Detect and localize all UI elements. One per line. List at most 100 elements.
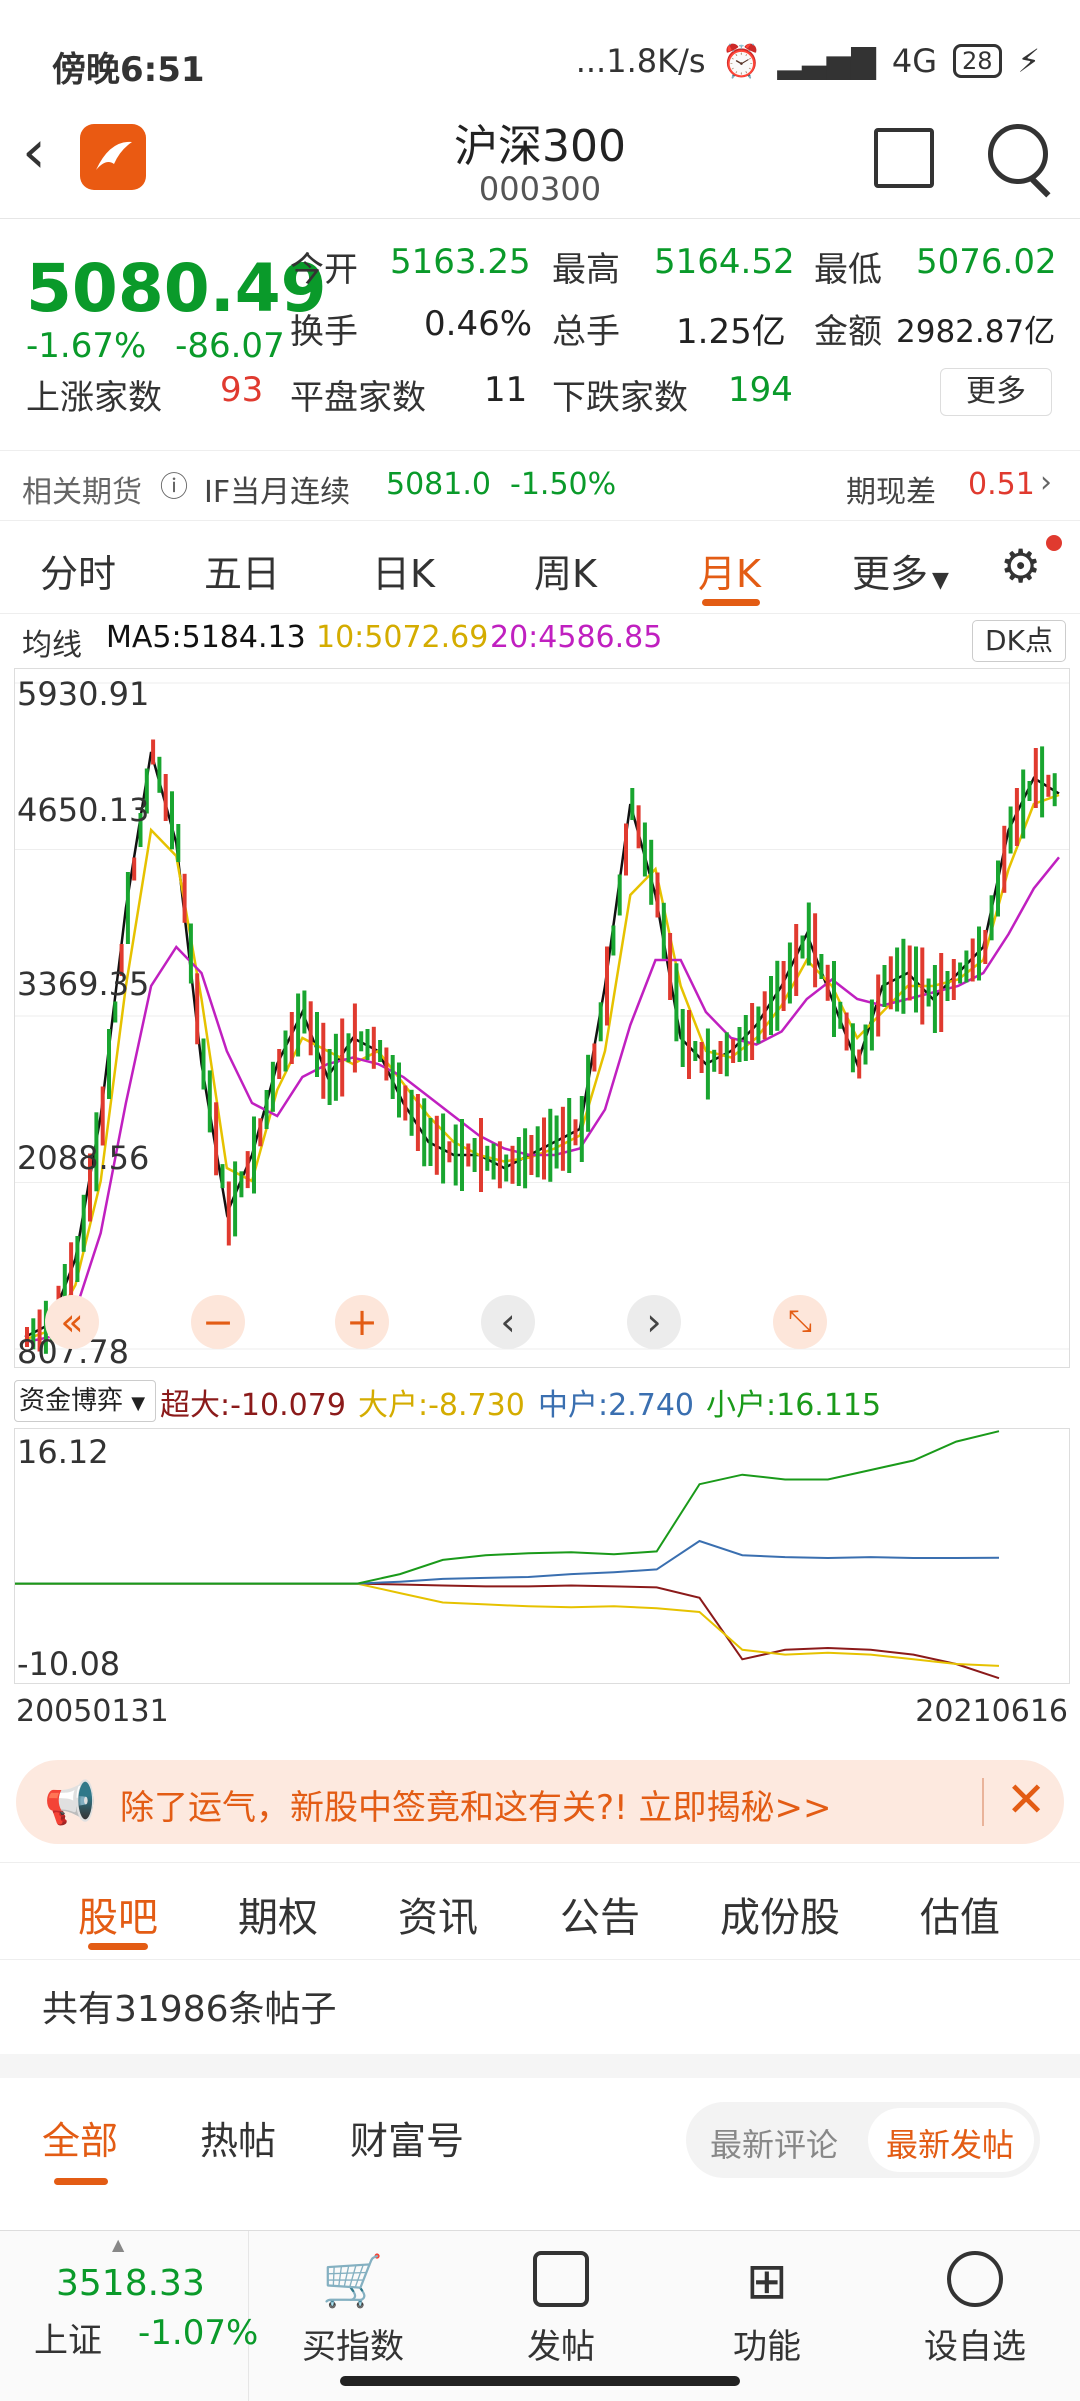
amount-label: 金额: [814, 312, 882, 352]
page-title: 沪深300: [454, 121, 626, 172]
sort-latest-post[interactable]: 最新发帖: [886, 2126, 1015, 2164]
candle-18-0: [479, 1118, 483, 1192]
scroll-right-icon[interactable]: ›: [627, 1295, 681, 1349]
turnover-label: 换手: [290, 312, 358, 352]
section-gap: [0, 2054, 1080, 2078]
sort-active-pill: [868, 2108, 1034, 2172]
candle-14-0: [378, 1040, 383, 1062]
candle-29-0: [756, 1006, 761, 1044]
buy-index-button[interactable]: 🛒 买指数: [268, 2251, 438, 2368]
caret-up-icon: ▲: [112, 2235, 125, 2254]
candle-7-2: [214, 1102, 219, 1176]
back-icon[interactable]: ‹: [22, 117, 46, 187]
zoom-in-icon[interactable]: +: [335, 1295, 389, 1349]
candle-30-0: [781, 961, 786, 1011]
tab-five-day[interactable]: 五日: [204, 552, 281, 596]
add-favorite-label: 设自选: [924, 2327, 1026, 2367]
help-icon[interactable]: ⓘ: [160, 470, 189, 503]
tab-daily-k[interactable]: 日K: [372, 552, 435, 596]
futures-row[interactable]: 相关期货 ⓘ IF当月连续 5081.0 -1.50% 期现差 0.51 ›: [0, 450, 1080, 519]
candle-21-1: [560, 1106, 565, 1171]
candle-24-3: [649, 839, 654, 905]
candle-18-2: [491, 1143, 496, 1180]
tab-wealth[interactable]: 财富号: [350, 2119, 465, 2163]
candle-8-2: [239, 1171, 244, 1198]
tab-valuation[interactable]: 估值: [920, 1895, 1000, 1941]
k-line-chart[interactable]: 5930.91 4650.13 3369.35 2088.56 807.78 «…: [14, 668, 1070, 1371]
fund-flow-svg: [15, 1430, 1000, 1680]
candle-34-0: [882, 965, 887, 1007]
candle-33-3: [876, 974, 881, 1037]
search-icon[interactable]: [988, 124, 1048, 184]
tab-more[interactable]: 更多 ▼: [852, 552, 949, 596]
tab-all[interactable]: 全部: [42, 2119, 119, 2163]
network-type: 4G: [891, 42, 937, 80]
index-quote[interactable]: ▲ 3518.33 上证 -1.07%: [0, 2231, 258, 2401]
index-price: 3518.33: [56, 2263, 205, 2304]
candle-16-0: [428, 1118, 433, 1166]
promo-banner[interactable]: 📢 除了运气，新股中签竟和这有关?! 立即揭秘>> ✕: [16, 1760, 1064, 1844]
candle-37-1: [964, 950, 969, 983]
sort-latest-comment[interactable]: 最新评论: [710, 2126, 839, 2164]
candle-31-0: [806, 902, 811, 966]
stock-code: 000300: [478, 170, 602, 208]
indicator-select[interactable]: 资金博弈 ▼: [14, 1380, 156, 1422]
fund-y-max: 16.12: [17, 1433, 109, 1471]
candle-39-2: [1021, 769, 1026, 839]
candle-23-3: [624, 823, 628, 876]
function-button[interactable]: ⊞ 功能: [682, 2251, 852, 2368]
small-value: 小户:16.115: [706, 1388, 882, 1423]
dk-point-button[interactable]: DK点: [972, 620, 1066, 662]
scroll-left-icon[interactable]: ‹: [481, 1295, 535, 1349]
post-button[interactable]: 发帖: [476, 2251, 646, 2368]
tab-options[interactable]: 期权: [238, 1895, 318, 1941]
candle-34-3: [901, 938, 906, 1014]
price-change: -1.67% -86.07: [26, 326, 285, 366]
candle-15-0: [403, 1085, 408, 1121]
post-count: 共有31986条帖子: [42, 1989, 337, 2030]
candle-9-1: [258, 1118, 263, 1147]
gear-icon[interactable]: ⚙: [1000, 539, 1042, 593]
add-favorite-button[interactable]: 设自选: [890, 2251, 1060, 2368]
tab-forum[interactable]: 股吧: [78, 1895, 158, 1941]
candle-36-0: [932, 965, 937, 1033]
candle-4-1: [132, 857, 137, 881]
candle-8-1: [233, 1161, 238, 1237]
close-icon[interactable]: ✕: [1006, 1772, 1047, 1828]
fund-line-中户: [15, 1539, 1000, 1585]
candle-30-2: [794, 924, 799, 996]
fullscreen-icon[interactable]: ⤡: [773, 1295, 827, 1349]
candle-0-1: [31, 1318, 36, 1350]
candle-11-3: [321, 1022, 326, 1099]
candle-16-3: [447, 1141, 452, 1163]
candle-24-0: [630, 788, 635, 820]
candle-22-3: [598, 1002, 603, 1042]
tab-intraday[interactable]: 分时: [40, 552, 117, 596]
candle-19-2: [516, 1137, 521, 1186]
app-logo-icon: [80, 124, 146, 190]
tab-monthly-k[interactable]: 月K: [698, 552, 761, 596]
tab-hot[interactable]: 热帖: [200, 2119, 277, 2163]
candle-0-0: [25, 1327, 29, 1347]
period-tabs: 分时 五日 日K 周K 月K 更多 ▼ ⚙: [0, 520, 1080, 614]
scroll-left-fast-icon[interactable]: «: [45, 1295, 99, 1349]
high-label: 最高: [552, 250, 620, 290]
candle-28-3: [750, 1003, 755, 1060]
candle-27-3: [724, 1032, 729, 1077]
more-button[interactable]: 更多: [940, 368, 1052, 416]
zoom-out-icon[interactable]: −: [191, 1295, 245, 1349]
tab-constituents[interactable]: 成份股: [720, 1895, 840, 1941]
candle-6-1: [182, 873, 187, 923]
candle-28-0: [731, 1039, 736, 1063]
tab-news[interactable]: 资讯: [398, 1895, 478, 1941]
tab-weekly-k[interactable]: 周K: [534, 552, 597, 596]
candle-3-3: [119, 944, 124, 976]
candle-37-2: [970, 938, 975, 982]
open-label: 今开: [290, 250, 358, 290]
share-icon[interactable]: [874, 128, 934, 188]
tab-announcements[interactable]: 公告: [560, 1895, 640, 1941]
buy-index-label: 买指数: [302, 2327, 404, 2367]
volume-value: 1.25亿: [676, 312, 786, 352]
date-end: 20210616: [915, 1694, 1068, 1729]
candle-21-2: [567, 1098, 572, 1173]
